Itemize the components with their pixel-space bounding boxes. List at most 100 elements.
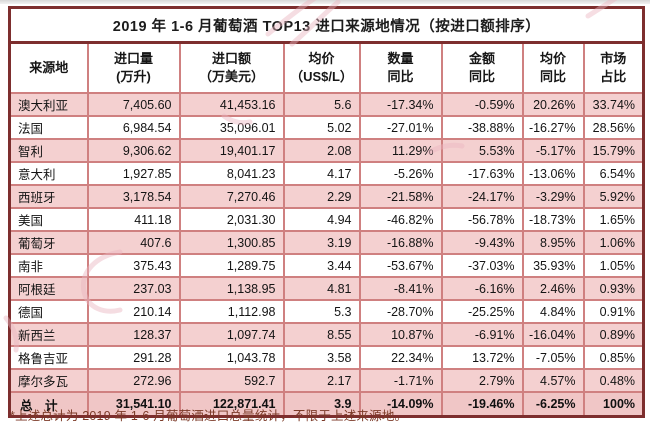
value-cell: 1,927.85 [86, 161, 181, 186]
value-cell: 4.84% [521, 299, 585, 324]
value-cell: -9.43% [440, 230, 524, 255]
value-cell: 3.58 [282, 345, 361, 370]
table-row: 葡萄牙 407.6 1,300.85 3.19 -16.88% -9.43% 8.95% 1.… [8, 230, 645, 255]
title-row: 2019 年 1-6 月葡萄酒 TOP13 进口来源地情况（按进口额排序） [8, 6, 645, 44]
total-value-cell: -19.46% [440, 391, 524, 418]
value-cell: -17.63% [440, 161, 524, 186]
value-cell: 19,401.17 [178, 138, 285, 163]
table-row: 摩尔多瓦 272.96 592.7 2.17 -1.71% 2.79% 4.57% 0.48% [8, 368, 645, 393]
region-cell: 澳大利亚 [8, 92, 89, 117]
value-cell: -3.29% [521, 184, 585, 209]
value-cell: 1,112.98 [178, 299, 285, 324]
region-cell: 摩尔多瓦 [8, 368, 89, 393]
column-header-line2: 同比 [539, 69, 566, 84]
region-cell: 美国 [8, 207, 89, 232]
value-cell: 1,289.75 [178, 253, 285, 278]
value-cell: 4.57% [521, 368, 585, 393]
column-header-line1: 数量 [387, 50, 414, 66]
region-cell: 南非 [8, 253, 89, 278]
column-header-line2: 占比 [600, 69, 627, 84]
value-cell: 5.6 [282, 92, 361, 117]
value-cell: -18.73% [521, 207, 585, 232]
total-value-cell: -14.09% [358, 391, 443, 418]
column-header-line2: （US$/L） [290, 69, 353, 84]
value-cell: 7,270.46 [178, 184, 285, 209]
region-cell: 西班牙 [8, 184, 89, 209]
value-cell: -1.71% [358, 368, 443, 393]
value-cell: 11.29% [358, 138, 443, 163]
value-cell: 1,097.74 [178, 322, 285, 347]
value-cell: 3.19 [282, 230, 361, 255]
table-row: 阿根廷 237.03 1,138.95 4.81 -8.41% -6.16% 2.46% 0.… [8, 276, 645, 301]
value-cell: 20.26% [521, 92, 585, 117]
column-header-line1: 金额 [468, 50, 495, 66]
value-cell: 35,096.01 [178, 115, 285, 140]
value-cell: 2.17 [282, 368, 361, 393]
value-cell: 128.37 [86, 322, 181, 347]
value-cell: -6.16% [440, 276, 524, 301]
value-cell: 237.03 [86, 276, 181, 301]
region-cell: 阿根廷 [8, 276, 89, 301]
value-cell: -46.82% [358, 207, 443, 232]
value-cell: 0.91% [582, 299, 645, 324]
value-cell: -16.88% [358, 230, 443, 255]
value-cell: -38.88% [440, 115, 524, 140]
total-row: 总 计 31,541.10 122,871.41 3.9 -14.09% -19.46% -… [8, 391, 645, 418]
value-cell: -28.70% [358, 299, 443, 324]
value-cell: 3.44 [282, 253, 361, 278]
table-row: 德国 210.14 1,112.98 5.3 -28.70% -25.25% 4.84% 0.… [8, 299, 645, 324]
value-cell: 4.94 [282, 207, 361, 232]
value-cell: 1,300.85 [178, 230, 285, 255]
value-cell: 1.06% [582, 230, 645, 255]
value-cell: 2.08 [282, 138, 361, 163]
value-cell: -17.34% [358, 92, 443, 117]
value-cell: -0.59% [440, 92, 524, 117]
footnote: *上述总计为 2019 年 1-6 月葡萄酒进口总量统计，不限于上述来源地。 [10, 409, 408, 423]
column-header-line2: （万美元） [198, 69, 264, 84]
column-header-line2: 同比 [387, 69, 414, 84]
value-cell: -8.41% [358, 276, 443, 301]
value-cell: 2.79% [440, 368, 524, 393]
value-cell: 0.93% [582, 276, 645, 301]
value-cell: 35.93% [521, 253, 585, 278]
value-cell: -13.06% [521, 161, 585, 186]
column-header-1: 进口量 (万升) [86, 41, 181, 94]
column-header-line1: 均价 [308, 50, 335, 66]
value-cell: 13.72% [440, 345, 524, 370]
total-value-cell: 100% [582, 391, 645, 418]
value-cell: 375.43 [86, 253, 181, 278]
value-cell: -24.17% [440, 184, 524, 209]
value-cell: -27.01% [358, 115, 443, 140]
column-header-line2: (万升) [116, 69, 151, 84]
value-cell: 291.28 [86, 345, 181, 370]
column-header-line1: 市场 [600, 50, 627, 66]
table-row: 法国 6,984.54 35,096.01 5.02 -27.01% -38.88% -16… [8, 115, 645, 140]
wine-import-table: 2019 年 1-6 月葡萄酒 TOP13 进口来源地情况（按进口额排序） 来源… [8, 6, 646, 418]
column-header-line1: 均价 [539, 50, 566, 66]
column-header-line1: 来源地 [29, 59, 69, 75]
value-cell: 5.53% [440, 138, 524, 163]
region-cell: 意大利 [8, 161, 89, 186]
value-cell: 6.54% [582, 161, 645, 186]
value-cell: -7.05% [521, 345, 585, 370]
page-edge-strip [0, 0, 650, 4]
value-cell: 28.56% [582, 115, 645, 140]
table-row: 美国 411.18 2,031.30 4.94 -46.82% -56.78% -18.73… [8, 207, 645, 232]
table-row: 澳大利亚 7,405.60 41,453.16 5.6 -17.34% -0.59% 20.… [8, 92, 645, 117]
value-cell: 8.55 [282, 322, 361, 347]
value-cell: 2,031.30 [178, 207, 285, 232]
total-label-cell: 总 计 [8, 391, 89, 418]
value-cell: 5.02 [282, 115, 361, 140]
table-row: 西班牙 3,178.54 7,270.46 2.29 -21.58% -24.17% -3.… [8, 184, 645, 209]
value-cell: 0.48% [582, 368, 645, 393]
value-cell: 5.92% [582, 184, 645, 209]
value-cell: 4.17 [282, 161, 361, 186]
column-header-6: 均价 同比 [521, 41, 585, 94]
column-header-5: 金额 同比 [440, 41, 524, 94]
value-cell: -16.04% [521, 322, 585, 347]
value-cell: -37.03% [440, 253, 524, 278]
column-header-3: 均价 （US$/L） [282, 41, 361, 94]
region-cell: 法国 [8, 115, 89, 140]
value-cell: 272.96 [86, 368, 181, 393]
value-cell: 0.89% [582, 322, 645, 347]
